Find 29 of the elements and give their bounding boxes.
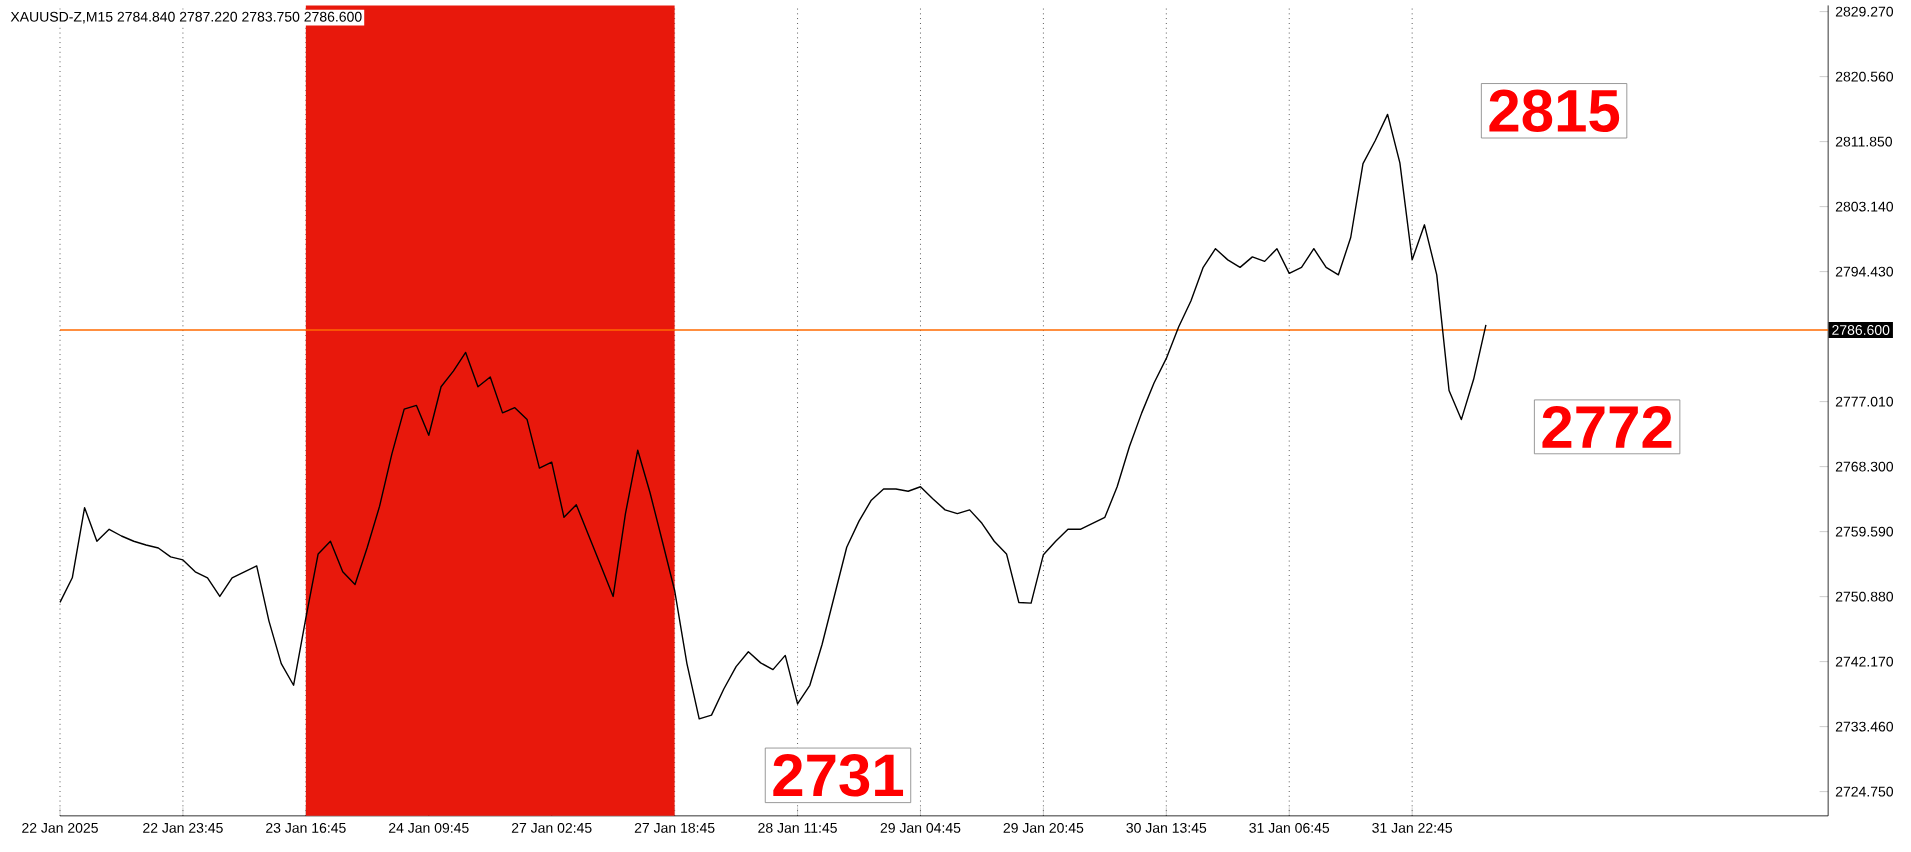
- x-tick-label: 27 Jan 18:45: [634, 822, 715, 833]
- y-tick-label: 2811.850: [1835, 136, 1893, 147]
- y-tick-label: 2768.300: [1835, 461, 1894, 472]
- x-tick-label: 31 Jan 22:45: [1372, 822, 1453, 833]
- x-tick-label: 27 Jan 02:45: [511, 822, 592, 833]
- y-tick-label: 2794.430: [1835, 266, 1894, 277]
- y-tick-label: 2820.560: [1835, 71, 1894, 82]
- annotation: 2815: [1489, 89, 1620, 132]
- y-tick-label: 2803.140: [1835, 201, 1894, 212]
- x-tick-label: 24 Jan 09:45: [388, 822, 469, 833]
- y-tick-label: 2733.460: [1835, 721, 1894, 732]
- x-tick-label: 22 Jan 23:45: [143, 822, 223, 833]
- y-tick-label: 2759.590: [1835, 526, 1894, 537]
- y-tick-label: 2724.750: [1835, 786, 1894, 797]
- x-tick-label: 22 Jan 2025: [22, 822, 98, 833]
- ref-line-label: 2786.600: [1832, 324, 1890, 335]
- x-tick-label: 29 Jan 04:45: [880, 822, 961, 833]
- x-tick-label: 23 Jan 16:45: [266, 822, 346, 833]
- y-tick-label: 2829.270: [1835, 6, 1894, 17]
- text: 2772: [1542, 405, 1672, 448]
- y-tick-label: 2742.170: [1835, 656, 1894, 667]
- x-tick-label: 29 Jan 20:45: [1003, 822, 1084, 833]
- chart-title: XAUUSD-Z,M15 2784.840 2787.220 2783.750 2786.600: [10, 11, 362, 24]
- x-tick-label: 30 Jan 13:45: [1126, 822, 1207, 833]
- y-tick-label: 2750.880: [1835, 591, 1894, 602]
- x-tick-label: 31 Jan 06:45: [1249, 822, 1330, 833]
- annotation: 2731: [773, 753, 904, 797]
- y-tick-label: 2777.010: [1835, 396, 1894, 407]
- x-tick-label: 28 Jan 11:45: [758, 822, 837, 833]
